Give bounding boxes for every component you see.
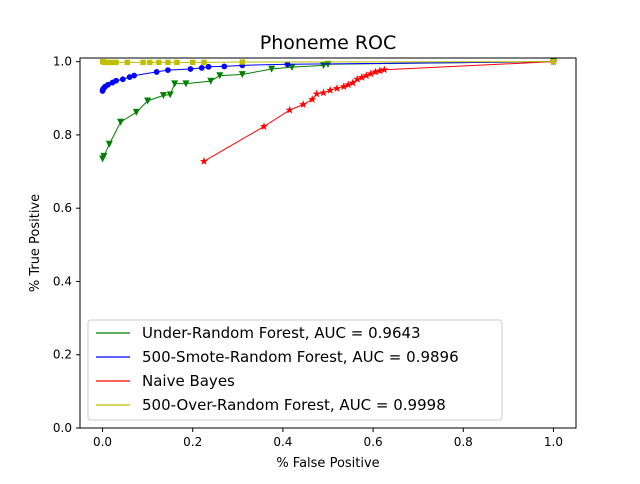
legend-label: Naive Bayes bbox=[142, 372, 235, 390]
legend-label: Under-Random Forest, AUC = 0.9643 bbox=[142, 324, 421, 342]
data-point bbox=[205, 63, 212, 70]
data-point bbox=[187, 66, 194, 72]
x-axis-label: % False Positive bbox=[276, 456, 379, 471]
data-point bbox=[207, 77, 215, 85]
data-point bbox=[113, 59, 119, 66]
data-point bbox=[221, 63, 228, 70]
data-point bbox=[117, 118, 125, 126]
legend-label: 500-Smote-Random Forest, AUC = 0.9896 bbox=[142, 348, 459, 366]
data-point bbox=[165, 67, 171, 73]
data-point bbox=[357, 73, 366, 81]
data-point bbox=[353, 74, 362, 83]
data-point bbox=[199, 157, 209, 165]
x-tick-label: 0.0 bbox=[93, 435, 112, 449]
y-tick-label: 0.4 bbox=[53, 274, 72, 288]
series-3 bbox=[199, 57, 558, 165]
data-point bbox=[140, 59, 146, 66]
data-point bbox=[201, 59, 207, 66]
data-point bbox=[259, 122, 269, 130]
x-tick-label: 0.2 bbox=[183, 435, 202, 449]
data-point bbox=[239, 59, 246, 65]
data-point bbox=[166, 91, 174, 99]
data-point bbox=[238, 71, 246, 79]
y-tick-label: 0.2 bbox=[53, 348, 72, 362]
data-point bbox=[124, 59, 131, 66]
y-axis-label: % True Positive bbox=[28, 194, 43, 292]
data-point bbox=[153, 69, 160, 75]
data-point bbox=[308, 95, 317, 103]
legend-box bbox=[87, 319, 503, 421]
y-tick-label: 1.0 bbox=[53, 55, 72, 69]
y-tick-label: 0.6 bbox=[53, 201, 72, 215]
data-point bbox=[332, 84, 342, 92]
data-point bbox=[380, 65, 389, 74]
data-point bbox=[190, 59, 196, 66]
data-point bbox=[119, 76, 126, 83]
data-point bbox=[344, 80, 353, 89]
data-point bbox=[362, 71, 371, 80]
data-point bbox=[268, 65, 276, 73]
data-point bbox=[105, 81, 111, 88]
y-tick-label: 0.8 bbox=[53, 128, 72, 142]
series-line bbox=[102, 61, 554, 159]
data-point bbox=[182, 80, 190, 88]
y-tick-label: 0.0 bbox=[53, 421, 72, 435]
legend-label: 500-Over-Random Forest, AUC = 0.9998 bbox=[142, 396, 446, 414]
data-point bbox=[113, 77, 119, 84]
chart-title: Phoneme ROC bbox=[260, 32, 397, 54]
legend: Under-Random Forest, AUC = 0.9643 500-Smo… bbox=[87, 319, 503, 421]
data-point bbox=[100, 152, 108, 160]
data-point bbox=[105, 140, 113, 148]
axis-ticks: 0.0 0.2 0.4 0.6 0.8 1.0 0.0 0.2 0.4 0.6 0.8 1.0 bbox=[53, 55, 563, 449]
data-point bbox=[312, 89, 321, 98]
x-tick-label: 0.4 bbox=[273, 435, 292, 449]
data-point bbox=[165, 59, 171, 66]
series-2 bbox=[99, 58, 557, 94]
plot-area bbox=[99, 57, 558, 165]
data-point bbox=[326, 85, 335, 94]
data-point bbox=[216, 72, 224, 80]
data-point bbox=[285, 105, 294, 114]
data-point bbox=[550, 58, 557, 65]
data-point bbox=[299, 100, 308, 108]
data-point bbox=[366, 69, 375, 78]
data-point bbox=[132, 108, 140, 116]
series-4 bbox=[99, 58, 557, 66]
x-tick-label: 0.6 bbox=[364, 435, 383, 449]
data-point bbox=[144, 97, 152, 105]
plot-frame bbox=[79, 57, 577, 429]
data-point bbox=[108, 59, 115, 66]
data-point bbox=[319, 88, 328, 97]
x-tick-label: 1.0 bbox=[544, 435, 563, 449]
data-point bbox=[147, 59, 153, 66]
data-point bbox=[156, 59, 162, 66]
data-point bbox=[174, 59, 180, 66]
data-point bbox=[198, 64, 205, 71]
data-point bbox=[339, 82, 348, 91]
data-point bbox=[171, 80, 179, 88]
data-point bbox=[131, 72, 138, 79]
x-tick-label: 0.8 bbox=[454, 435, 473, 449]
data-point bbox=[159, 92, 167, 100]
